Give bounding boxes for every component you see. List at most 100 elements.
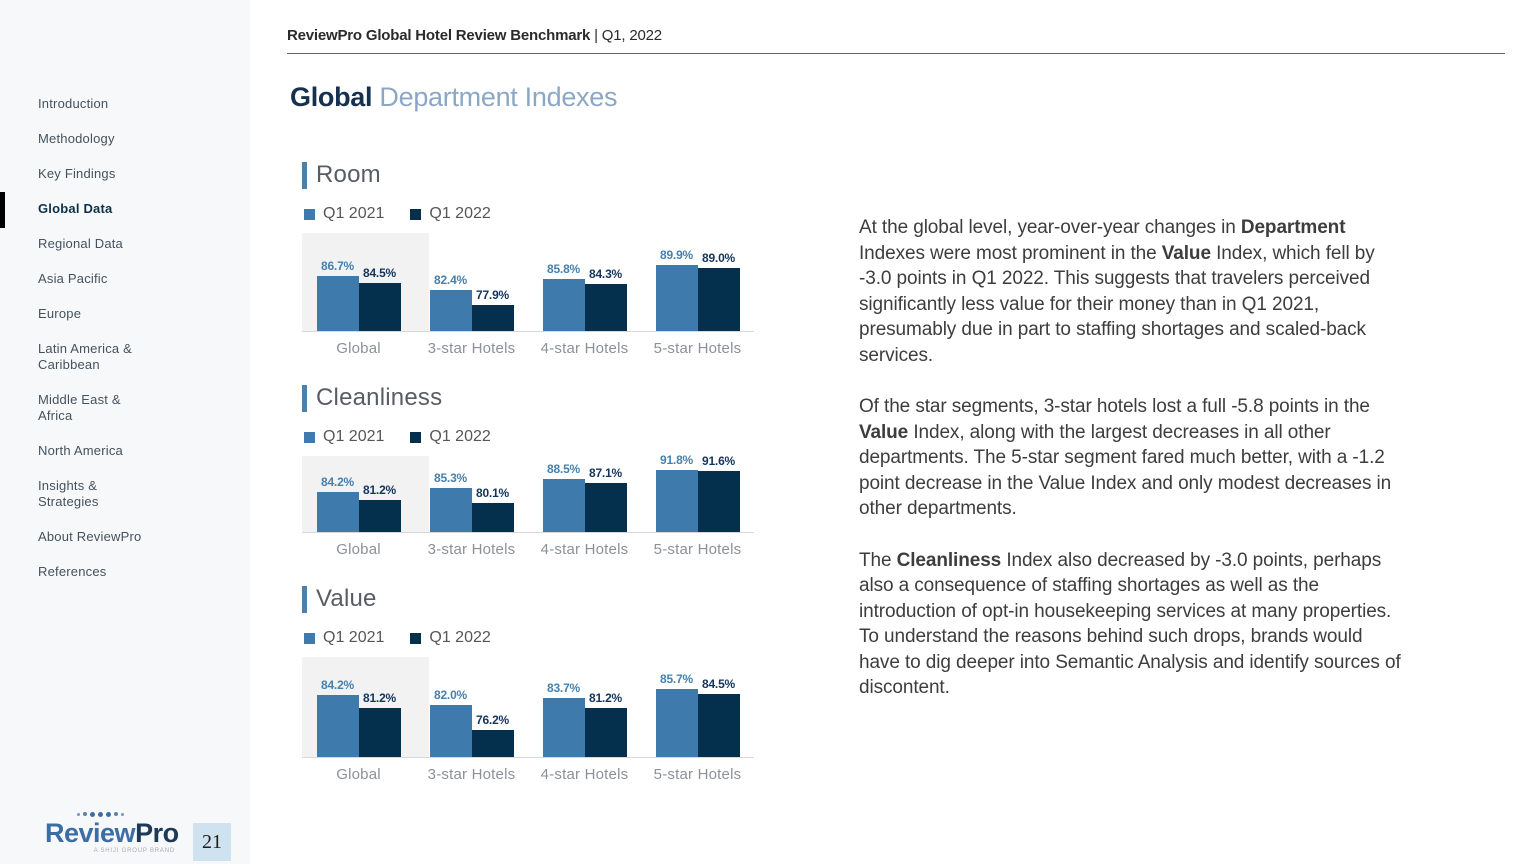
legend-label: Q1 2021 — [323, 629, 385, 646]
document-title: ReviewPro Global Hotel Review Benchmark … — [287, 27, 1505, 44]
sidebar-item-key-findings[interactable]: Key Findings — [0, 166, 160, 182]
chart-plot: 84.2% 81.2% 82.0% 76.2% 83.7% 81.2% 85.7% 84.5% — [302, 657, 754, 758]
chart-room: Room Q1 2021 Q1 2022 86.7% 84.5% 82.4% 77.9%… — [302, 161, 772, 357]
bar-q1-2021-4-star-hotels — [542, 698, 585, 757]
value-label-q1-2021-3-star-hotels: 82.0% — [433, 688, 468, 702]
bar-group-global: 84.2% 81.2% — [302, 475, 415, 532]
sidebar-item-europe[interactable]: Europe — [0, 306, 160, 322]
value-label-q1-2021-global: 84.2% — [320, 475, 355, 489]
sidebar-item-label: Insights & Strategies — [38, 478, 99, 509]
legend-swatch-icon — [410, 431, 422, 443]
sidebar-item-global-data[interactable]: Global Data — [0, 192, 160, 228]
bar-q1-2022-5-star-hotels — [697, 268, 740, 331]
value-label-q1-2021-3-star-hotels: 82.4% — [433, 273, 468, 287]
bar-q1-2022-3-star-hotels — [471, 503, 514, 532]
bar-group-global: 86.7% 84.5% — [302, 259, 415, 331]
sidebar-item-label: Methodology — [38, 131, 115, 146]
bar-q1-2021-global — [316, 695, 359, 757]
category-label-global: Global — [336, 766, 381, 783]
category-label-3-star-hotels: 3-star Hotels — [427, 340, 516, 357]
sidebar-item-references[interactable]: References — [0, 564, 160, 580]
sidebar-item-methodology[interactable]: Methodology — [0, 131, 160, 147]
article-paragraph-3: The Cleanliness Index also decreased by … — [859, 548, 1407, 701]
bar-group-4-star-hotels: 88.5% 87.1% — [528, 462, 641, 532]
bar-group-3-star-hotels: 85.3% 80.1% — [415, 471, 528, 532]
chart-legend: Q1 2021 Q1 2022 — [304, 205, 772, 223]
bar-q1-2022-global — [358, 708, 401, 757]
value-label-q1-2021-global: 84.2% — [320, 678, 355, 692]
article-paragraph-2: Of the star segments, 3-star hotels lost… — [859, 394, 1407, 522]
emphasized-text: Department — [1240, 217, 1346, 238]
sidebar-item-asia-pacific[interactable]: Asia Pacific — [0, 271, 160, 287]
value-label-q1-2022-4-star-hotels: 84.3% — [588, 267, 623, 281]
category-label-5-star-hotels: 5-star Hotels — [653, 340, 742, 357]
bar-wrap: 81.2% — [584, 691, 627, 757]
bar-wrap: 81.2% — [358, 691, 401, 757]
category-label-global: Global — [336, 340, 381, 357]
logo-tagline: A SHIJI GROUP BRAND — [93, 848, 175, 854]
legend-label: Q1 2021 — [323, 205, 385, 222]
value-label-q1-2021-global: 86.7% — [320, 259, 355, 273]
legend-item-q1-2021: Q1 2021 — [304, 428, 384, 446]
bar-q1-2022-4-star-hotels — [584, 284, 627, 331]
sidebar-item-north-america[interactable]: North America — [0, 443, 160, 459]
sidebar-item-label: References — [38, 564, 107, 579]
sidebar-item-label: About ReviewPro — [38, 529, 142, 544]
value-label-q1-2022-global: 81.2% — [362, 691, 397, 705]
bar-q1-2021-4-star-hotels — [542, 479, 585, 532]
value-label-q1-2021-4-star-hotels: 88.5% — [546, 462, 581, 476]
article-paragraph-1: At the global level, year-over-year chan… — [859, 215, 1407, 368]
commentary-column: At the global level, year-over-year chan… — [859, 215, 1407, 810]
value-label-q1-2022-5-star-hotels: 91.6% — [701, 454, 736, 468]
legend-swatch-icon — [410, 208, 422, 220]
bar-q1-2021-5-star-hotels — [655, 689, 698, 757]
bar-wrap: 80.1% — [471, 486, 514, 532]
sidebar: Introduction Methodology Key Findings Globa… — [0, 0, 250, 864]
sidebar-item-regional-data[interactable]: Regional Data — [0, 236, 160, 252]
chart-legend: Q1 2021 Q1 2022 — [304, 629, 772, 647]
value-label-q1-2022-global: 84.5% — [362, 266, 397, 280]
sidebar-item-about-reviewpro[interactable]: About ReviewPro — [0, 529, 160, 545]
sidebar-item-label: Introduction — [38, 96, 109, 111]
category-label-global: Global — [336, 541, 381, 558]
sidebar-item-latin-america-caribbean[interactable]: Latin America & Caribbean — [0, 341, 160, 373]
legend-label: Q1 2021 — [323, 428, 385, 445]
bar-group-4-star-hotels: 83.7% 81.2% — [528, 681, 641, 757]
sidebar-item-label: Key Findings — [38, 166, 116, 181]
bar-wrap: 85.8% — [542, 262, 585, 331]
chart-category-axis: Global 3-star Hotels 4-star Hotels 5-star H… — [302, 758, 754, 783]
category-label-4-star-hotels: 4-star Hotels — [540, 766, 629, 783]
legend-item-q1-2022: Q1 2022 — [410, 205, 491, 223]
legend-item-q1-2021: Q1 2021 — [304, 629, 384, 647]
document-title-quarter: | Q1, 2022 — [594, 27, 662, 44]
legend-label: Q1 2022 — [429, 629, 491, 646]
bar-wrap: 84.5% — [697, 677, 740, 757]
sidebar-item-label: Asia Pacific — [38, 271, 108, 286]
bar-q1-2022-3-star-hotels — [471, 730, 514, 757]
bar-q1-2021-3-star-hotels — [429, 488, 472, 532]
sidebar-item-middle-east-africa[interactable]: Middle East & Africa — [0, 392, 160, 424]
sidebar-nav: Introduction Methodology Key Findings Globa… — [0, 0, 250, 580]
sidebar-item-label: Middle East & Africa — [38, 392, 121, 423]
value-label-q1-2021-4-star-hotels: 83.7% — [546, 681, 581, 695]
legend-swatch-icon — [304, 431, 315, 443]
sidebar-item-label: Europe — [38, 306, 82, 321]
bar-wrap: 81.2% — [358, 483, 401, 532]
bar-q1-2021-global — [316, 492, 359, 532]
sidebar-item-introduction[interactable]: Introduction — [0, 96, 160, 112]
legend-label: Q1 2022 — [429, 205, 491, 222]
sidebar-item-label: North America — [38, 443, 123, 458]
value-label-q1-2022-3-star-hotels: 80.1% — [475, 486, 510, 500]
chart-value: Value Q1 2021 Q1 2022 84.2% 81.2% 82.0% 76.2… — [302, 585, 772, 783]
sidebar-item-label: Latin America & Caribbean — [38, 341, 133, 372]
section-accent-bar — [302, 161, 307, 189]
body-text: Index also decreased by -3.0 points, per… — [859, 549, 1401, 699]
value-label-q1-2022-global: 81.2% — [362, 483, 397, 497]
section-title: Room — [316, 161, 381, 188]
bar-q1-2021-4-star-hotels — [542, 279, 585, 331]
category-label-4-star-hotels: 4-star Hotels — [540, 541, 629, 558]
sidebar-item-insights-strategies[interactable]: Insights & Strategies — [0, 478, 160, 510]
section-header-room: Room — [302, 161, 772, 189]
chart-cleanliness: Cleanliness Q1 2021 Q1 2022 84.2% 81.2% 85.… — [302, 384, 772, 558]
legend-item-q1-2021: Q1 2021 — [304, 205, 384, 223]
